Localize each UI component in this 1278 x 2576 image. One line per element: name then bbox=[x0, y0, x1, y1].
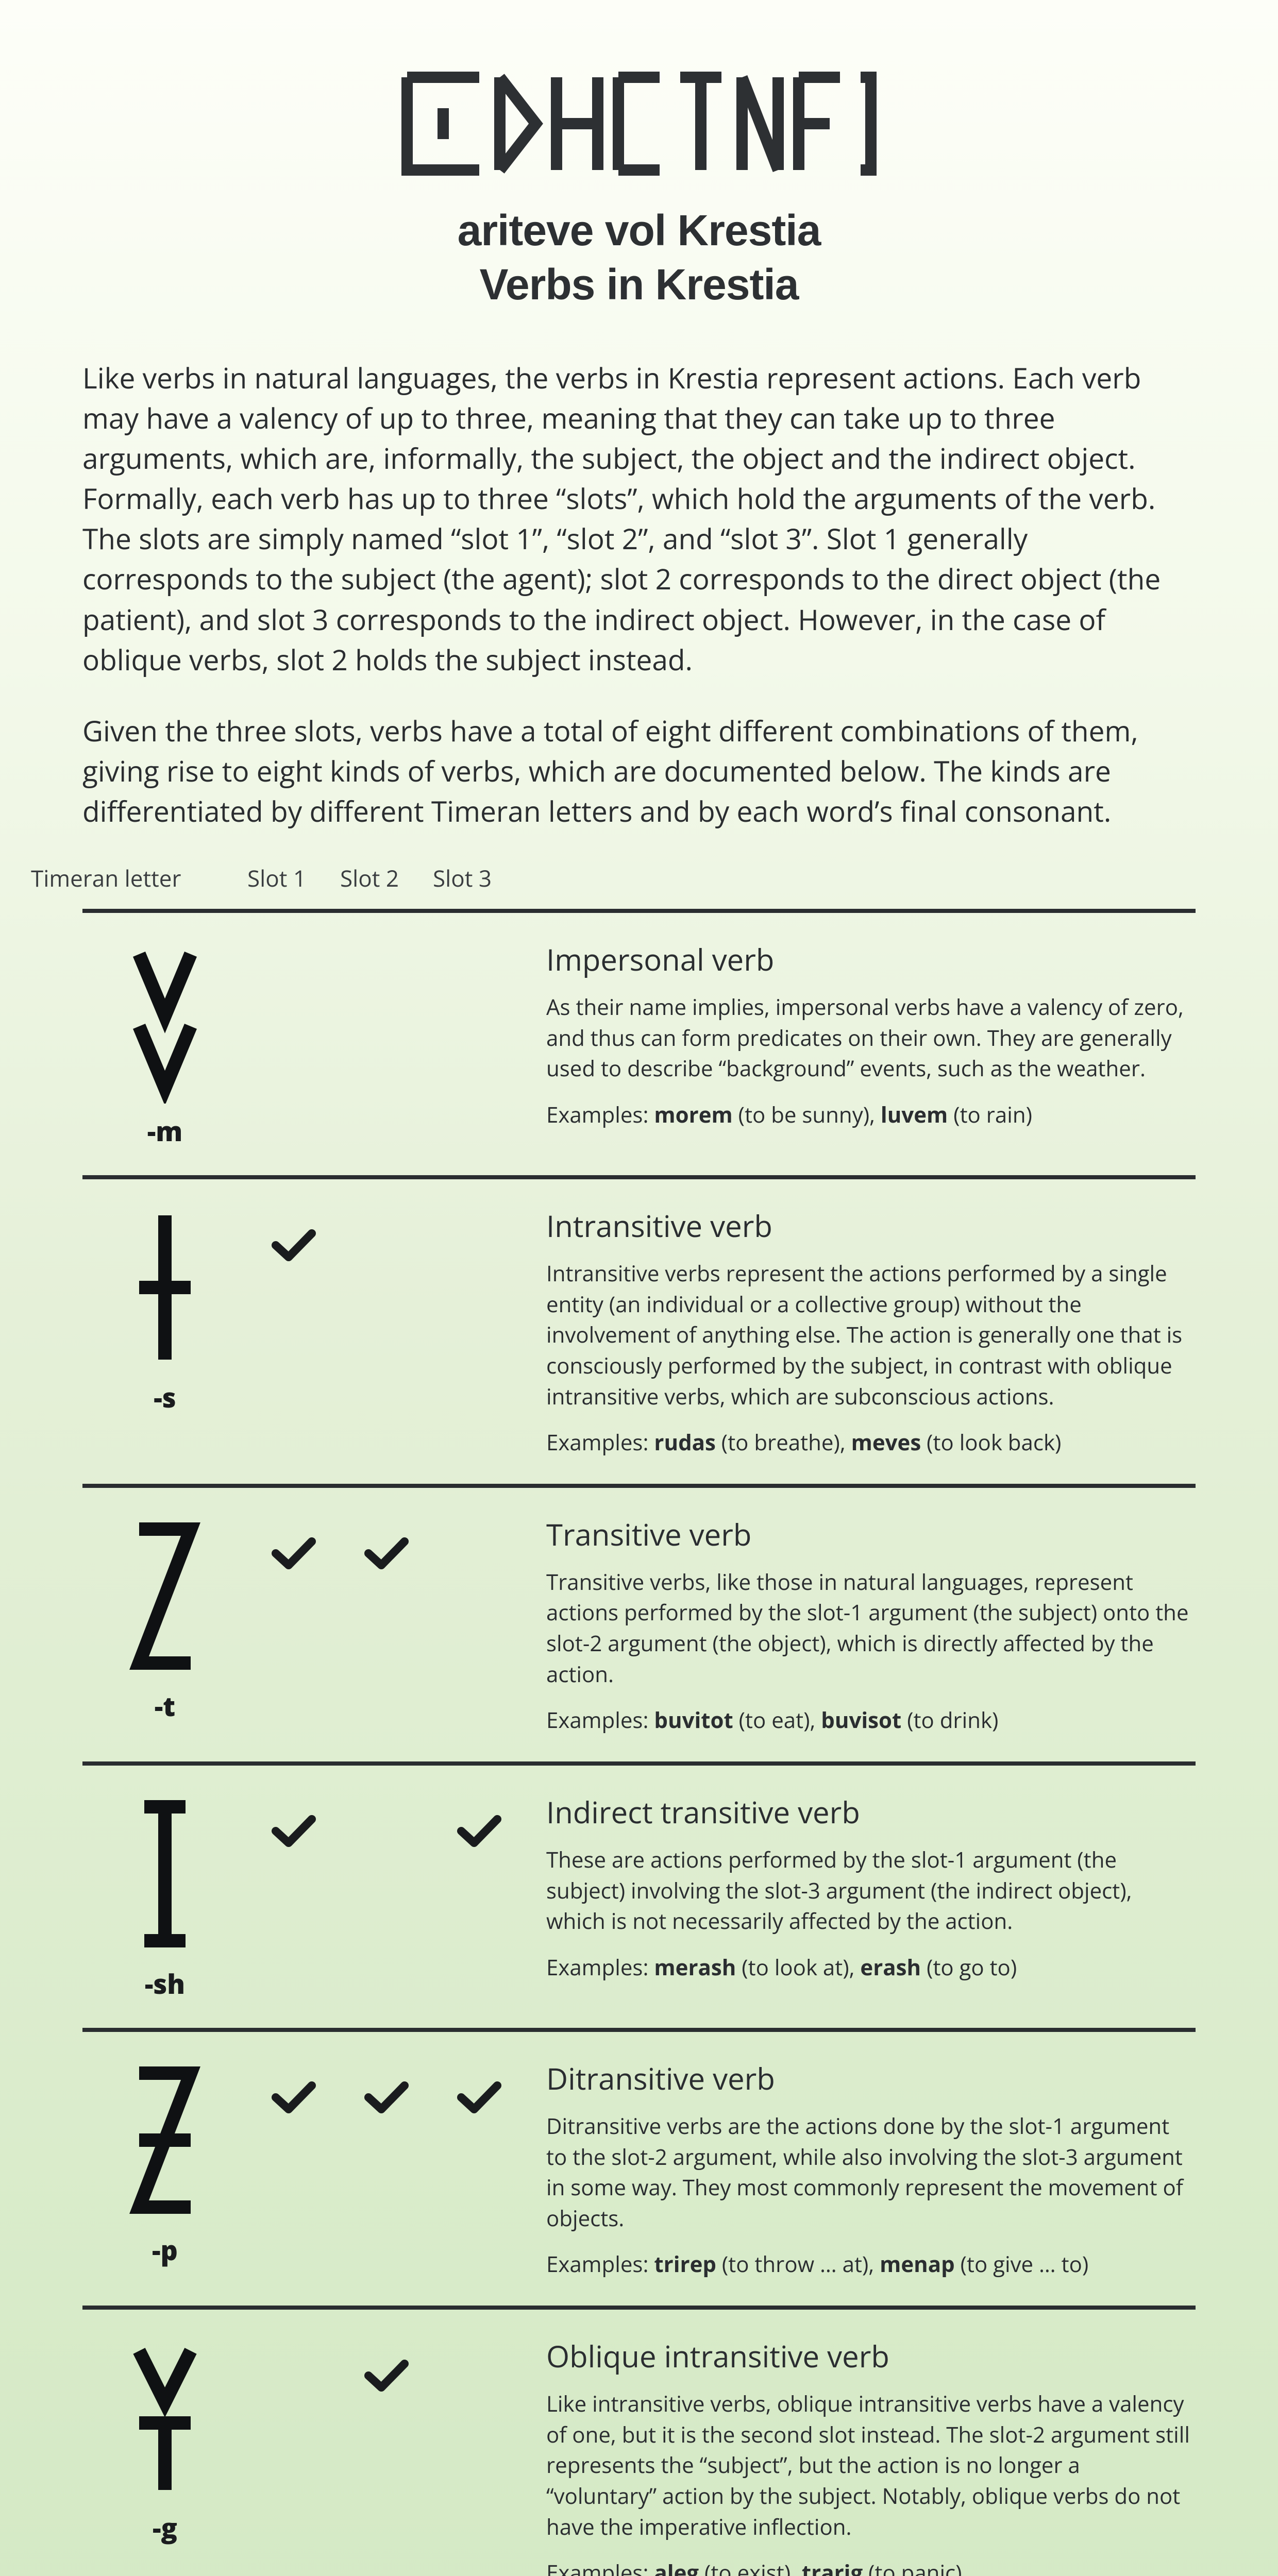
verb-kind-title: Impersonal verb bbox=[546, 939, 1196, 979]
check-icon bbox=[363, 2358, 410, 2396]
slot-2-cell bbox=[340, 939, 433, 1021]
verb-table: -m Impersonal verb As their name implies, … bbox=[82, 909, 1196, 2576]
slot-1-cell bbox=[247, 2058, 340, 2140]
slot-1-cell bbox=[247, 1791, 340, 1874]
intro-paragraph-1: Like verbs in natural languages, the ver… bbox=[82, 358, 1196, 680]
verb-examples: Examples: aleg (to exist), trarig (to pa… bbox=[546, 2557, 1196, 2576]
timeran-letter-cell: -p bbox=[82, 2058, 247, 2280]
timeran-letter-glyph bbox=[124, 2058, 206, 2223]
check-icon bbox=[271, 2079, 317, 2118]
verb-kind-body: Ditransitive verbs are the actions done … bbox=[546, 2111, 1196, 2234]
table-row: -g Oblique intransitive verb Like intransi… bbox=[82, 2306, 1196, 2576]
timeran-letter-glyph bbox=[124, 1205, 206, 1370]
slot-2-cell bbox=[340, 1205, 433, 1287]
timeran-letter-cell: -m bbox=[82, 939, 247, 1149]
verb-kind-body: Transitive verbs, like those in natural … bbox=[546, 1567, 1196, 1690]
description-cell: Ditransitive verb Ditransitive verbs are … bbox=[526, 2058, 1196, 2280]
verb-examples: Examples: morem (to be sunny), luvem (to… bbox=[546, 1099, 1196, 1130]
verb-kind-title: Indirect transitive verb bbox=[546, 1791, 1196, 1832]
slot-2-cell bbox=[340, 1791, 433, 1874]
th-slot-3: Slot 3 bbox=[433, 862, 526, 893]
verb-kind-body: Like intransitive verbs, oblique intrans… bbox=[546, 2388, 1196, 2542]
verb-kind-title: Transitive verb bbox=[546, 1514, 1196, 1554]
slot-1-cell bbox=[247, 1514, 340, 1596]
slot-3-cell bbox=[433, 2335, 526, 2418]
verb-kind-body: As their name implies, impersonal verbs … bbox=[546, 992, 1196, 1084]
verb-examples: Examples: buvitot (to eat), buvisot (to … bbox=[546, 1705, 1196, 1736]
description-cell: Impersonal verb As their name implies, im… bbox=[526, 939, 1196, 1149]
slot-2-cell bbox=[340, 1514, 433, 1596]
table-header: Timeran letter Slot 1 Slot 2 Slot 3 bbox=[31, 862, 1196, 909]
timeran-letter-glyph bbox=[124, 1514, 206, 1679]
check-icon bbox=[363, 2079, 410, 2118]
suffix-label: -p bbox=[152, 2232, 178, 2268]
timeran-letter-glyph bbox=[124, 1791, 206, 1956]
title-romanized: ariteve vol Krestia bbox=[82, 204, 1196, 258]
suffix-label: -g bbox=[153, 2510, 177, 2546]
timeran-letter-cell: -g bbox=[82, 2335, 247, 2576]
suffix-label: -s bbox=[154, 1379, 176, 1416]
timeran-letter-cell: -t bbox=[82, 1514, 247, 1736]
slot-3-cell bbox=[433, 939, 526, 1021]
description-cell: Transitive verb Transitive verbs, like th… bbox=[526, 1514, 1196, 1736]
check-icon bbox=[456, 2079, 502, 2118]
check-icon bbox=[271, 1227, 317, 1266]
slot-2-cell bbox=[340, 2058, 433, 2140]
suffix-label: -m bbox=[147, 1113, 183, 1149]
verb-examples: Examples: trirep (to throw … at), menap … bbox=[546, 2249, 1196, 2280]
table-row: -s Intransitive verb Intransitive verbs re… bbox=[82, 1175, 1196, 1484]
check-icon bbox=[456, 1813, 502, 1852]
th-timeran-letter: Timeran letter bbox=[31, 862, 247, 893]
suffix-label: -t bbox=[155, 1688, 175, 1724]
slot-3-cell bbox=[433, 1514, 526, 1596]
title-english: Verbs in Krestia bbox=[82, 258, 1196, 312]
title-block: ariteve vol Krestia Verbs in Krestia bbox=[82, 62, 1196, 312]
slot-3-cell bbox=[433, 1205, 526, 1287]
verb-kind-title: Intransitive verb bbox=[546, 1205, 1196, 1246]
table-row: -m Impersonal verb As their name implies, … bbox=[82, 909, 1196, 1175]
description-cell: Oblique intransitive verb Like intransiti… bbox=[526, 2335, 1196, 2576]
th-slot-1: Slot 1 bbox=[247, 862, 340, 893]
slot-1-cell bbox=[247, 2335, 340, 2418]
table-row: -t Transitive verb Transitive verbs, like … bbox=[82, 1484, 1196, 1761]
verb-kind-body: These are actions performed by the slot-… bbox=[546, 1844, 1196, 1937]
check-icon bbox=[271, 1535, 317, 1574]
suffix-label: -sh bbox=[145, 1965, 185, 2002]
table-row: -sh Indirect transitive verb These are act… bbox=[82, 1761, 1196, 2028]
timeran-letter-glyph bbox=[124, 2335, 206, 2500]
timeran-letter-cell: -sh bbox=[82, 1791, 247, 2002]
description-cell: Indirect transitive verb These are action… bbox=[526, 1791, 1196, 2002]
slot-3-cell bbox=[433, 2058, 526, 2140]
title-glyph-script bbox=[376, 62, 902, 185]
timeran-letter-glyph bbox=[124, 939, 206, 1104]
table-row: -p Ditransitive verb Ditransitive verbs ar… bbox=[82, 2028, 1196, 2306]
slot-3-cell bbox=[433, 1791, 526, 1874]
description-cell: Intransitive verb Intransitive verbs repr… bbox=[526, 1205, 1196, 1458]
slot-1-cell bbox=[247, 939, 340, 1021]
slot-1-cell bbox=[247, 1205, 340, 1287]
check-icon bbox=[363, 1535, 410, 1574]
intro-paragraph-2: Given the three slots, verbs have a tota… bbox=[82, 711, 1196, 832]
slot-2-cell bbox=[340, 2335, 433, 2418]
verb-kind-title: Ditransitive verb bbox=[546, 2058, 1196, 2098]
verb-examples: Examples: rudas (to breathe), meves (to … bbox=[546, 1427, 1196, 1458]
timeran-letter-cell: -s bbox=[82, 1205, 247, 1458]
check-icon bbox=[271, 1813, 317, 1852]
verb-examples: Examples: merash (to look at), erash (to… bbox=[546, 1952, 1196, 1983]
th-slot-2: Slot 2 bbox=[340, 862, 433, 893]
verb-kind-body: Intransitive verbs represent the actions… bbox=[546, 1258, 1196, 1412]
verb-kind-title: Oblique intransitive verb bbox=[546, 2335, 1196, 2376]
